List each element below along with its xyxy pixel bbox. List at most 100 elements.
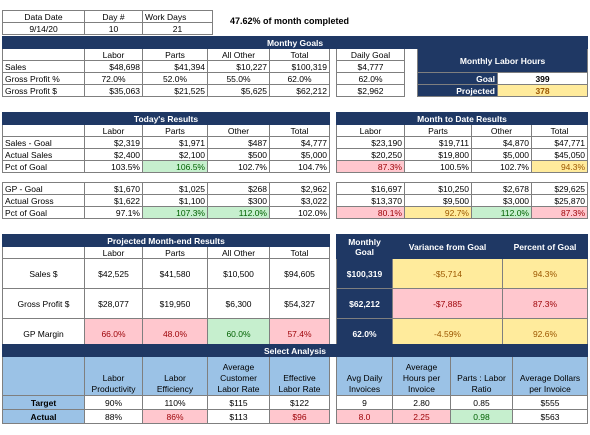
labor-hours-goal-label: Goal <box>417 72 498 85</box>
tr-corner <box>2 124 85 137</box>
tr-cell: $4,777 <box>269 136 330 149</box>
labor-hours-projected-label: Projected <box>417 84 498 97</box>
labor-hours-projected: 378 <box>496 84 589 97</box>
spacer <box>330 357 337 396</box>
spacer <box>405 49 418 61</box>
pr-cell: $19,950 <box>142 288 208 319</box>
mtd-cell: 94.3% <box>530 160 589 173</box>
projected-table: Projected Month-end Results Monthly Goal… <box>1 234 589 349</box>
mg-col-other: All Other <box>207 48 270 61</box>
mtd-cell: $45,050 <box>530 148 589 161</box>
tr-cell: $5,000 <box>269 148 330 161</box>
spacer <box>330 161 337 173</box>
tr-col: Other <box>207 124 270 137</box>
tr-cell: $487 <box>207 136 270 149</box>
month-completed-value: 47.62% <box>230 16 261 26</box>
sa-target: 9 <box>336 395 393 410</box>
tr-row-label: Actual Sales <box>2 148 85 161</box>
todays-results-title: Today's Results <box>2 112 330 125</box>
sa-actual: 8.0 <box>336 409 393 424</box>
pr-row-label: Sales $ <box>2 258 85 289</box>
projected-title: Projected Month-end Results <box>1 234 331 247</box>
monthly-goals-corner <box>2 48 85 61</box>
pr-cell: $42,525 <box>84 258 143 289</box>
sa-col: Average Dollars per Invoice <box>511 356 589 396</box>
mg-cell: $21,525 <box>142 84 208 97</box>
variance-label: Variance from Goal <box>392 234 504 259</box>
spacer <box>330 85 337 97</box>
tr-col: Parts <box>142 124 208 137</box>
spacer <box>330 183 337 195</box>
spacer <box>330 49 337 61</box>
spacer <box>405 73 418 85</box>
pr-cell: 60.0% <box>207 318 270 349</box>
sa-actual: 88% <box>84 409 143 424</box>
mg-cell: $41,394 <box>142 60 208 73</box>
day-label: Day # <box>84 10 143 23</box>
daily-goal-value: 62.0% <box>336 72 405 85</box>
mtd-col: Parts <box>404 124 472 137</box>
mtd-cell: 100.5% <box>404 160 472 173</box>
mtd-cell: 102.7% <box>471 160 532 173</box>
tr-cell: $2,400 <box>84 148 143 161</box>
spacer <box>330 195 337 207</box>
var-diff: -$7,885 <box>392 288 504 319</box>
month-completed-text: of month completed <box>263 16 350 26</box>
mtd-cell: 112.0% <box>471 206 532 219</box>
sa-target: 90% <box>84 395 143 410</box>
results-table: Today's Results Month to Date Results La… <box>2 112 589 219</box>
mtd-cell: $3,000 <box>471 194 532 207</box>
spacer <box>329 234 337 247</box>
mtd-cell: 80.1% <box>336 206 405 219</box>
sa-actual: 2.25 <box>392 409 451 424</box>
tr-cell: $2,962 <box>269 182 330 195</box>
tr-row-label: Pct of Goal <box>2 206 85 219</box>
tr-cell: $1,025 <box>142 182 208 195</box>
pr-cell: $54,327 <box>268 288 331 319</box>
pr-cell: 48.0% <box>142 318 208 349</box>
mtd-cell: $19,711 <box>404 136 472 149</box>
sa-col: Parts : Labor Ratio <box>450 356 513 396</box>
mtd-cell: $2,678 <box>471 182 532 195</box>
spacer <box>330 137 337 149</box>
var-pct: 92.6% <box>502 318 589 349</box>
select-analysis-table: Select Analysis Labor Productivity Labor… <box>1 344 589 424</box>
mg-cell: 52.0% <box>142 72 208 85</box>
mg-cell: $48,698 <box>84 60 143 73</box>
tr-col: Labor <box>84 124 143 137</box>
mg-col-total: Total <box>269 48 330 61</box>
tr-cell: $2,100 <box>142 148 208 161</box>
mg-row-label: Gross Profit % <box>2 72 85 85</box>
labor-hours-title: Monthly Labor Hours <box>416 48 589 73</box>
pr-cell: 57.4% <box>268 318 331 349</box>
month-completed: 47.62% of month completed <box>230 16 349 26</box>
sa-actual-label: Actual <box>2 409 85 424</box>
mtd-cell: $16,697 <box>336 182 405 195</box>
spacer <box>330 396 337 410</box>
tr-col: Total <box>269 124 330 137</box>
mtd-col: Total <box>530 124 589 137</box>
sa-actual: $563 <box>511 409 589 424</box>
var-diff: -$5,714 <box>392 258 504 289</box>
mg-cell: 72.0% <box>84 72 143 85</box>
mtd-cell: 92.7% <box>404 206 472 219</box>
var-goal: $100,319 <box>336 258 394 289</box>
mtd-cell: $47,771 <box>530 136 589 149</box>
percent-goal-label: Percent of Goal <box>502 234 589 259</box>
mg-cell: 62.0% <box>269 72 330 85</box>
pr-cell: 66.0% <box>84 318 143 349</box>
tr-cell: 97.1% <box>84 206 143 219</box>
day-value: 10 <box>84 22 143 35</box>
tr-cell: 103.5% <box>84 160 143 173</box>
mg-col-labor: Labor <box>84 48 143 61</box>
mtd-cell: $23,190 <box>336 136 405 149</box>
spacer <box>330 247 337 259</box>
tr-cell: $1,622 <box>84 194 143 207</box>
pr-corner <box>2 246 85 259</box>
tr-cell: $1,670 <box>84 182 143 195</box>
mtd-cell: $5,000 <box>471 148 532 161</box>
mtd-cell: $25,870 <box>530 194 589 207</box>
pr-cell: $41,580 <box>142 258 208 289</box>
workdays-label: Work Days <box>142 10 213 23</box>
tr-row-label: Pct of Goal <box>2 160 85 173</box>
